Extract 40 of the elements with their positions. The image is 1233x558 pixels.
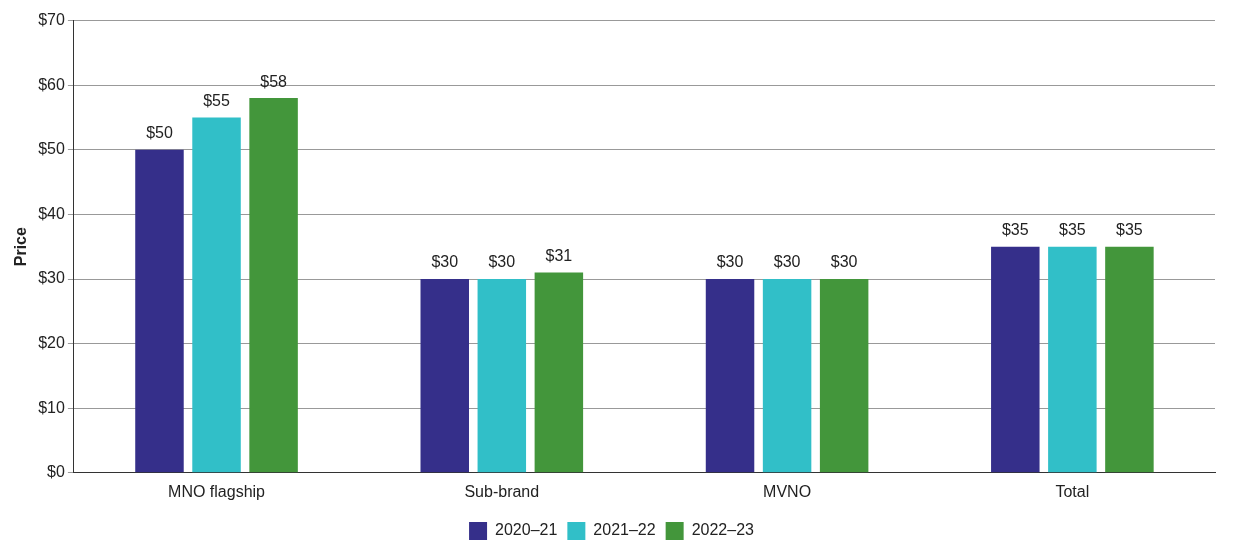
x-tick-label: MVNO (763, 482, 812, 500)
data-label: $30 (716, 253, 744, 271)
bar (819, 279, 869, 473)
bar (762, 279, 812, 473)
bar (1105, 246, 1154, 473)
bar (249, 98, 298, 473)
y-tick-label: $40 (38, 204, 65, 222)
data-label: $50 (146, 124, 173, 142)
x-tick-label: Sub-brand (464, 482, 540, 500)
y-tick-label: $0 (47, 463, 65, 481)
x-tick-label: Total (1055, 482, 1090, 500)
data-label: $35 (1001, 221, 1029, 239)
data-label: $35 (1116, 221, 1143, 239)
y-tick-label: $30 (38, 269, 65, 287)
bar (477, 279, 527, 473)
data-label: $58 (260, 72, 288, 90)
y-tick-label: $20 (38, 334, 65, 352)
legend-label: 2022–23 (691, 521, 755, 539)
y-tick-label: $60 (38, 75, 65, 93)
y-axis-title: Price (12, 227, 30, 267)
y-tick-label: $50 (38, 140, 65, 158)
bar (135, 149, 184, 473)
data-label: $30 (830, 253, 858, 271)
data-label: $30 (431, 253, 459, 271)
data-label: $55 (203, 91, 230, 109)
legend-label: 2021–22 (593, 521, 656, 539)
bar (1048, 246, 1097, 473)
bar (534, 272, 584, 473)
data-label: $30 (488, 253, 516, 271)
data-label: $30 (773, 253, 801, 271)
legend-label: 2020–21 (495, 521, 558, 539)
data-label: $35 (1059, 221, 1086, 239)
bar (705, 279, 755, 473)
x-tick-label: MNO flagship (168, 482, 266, 500)
bar (192, 117, 241, 473)
data-label: $31 (545, 246, 573, 264)
y-tick-label: $10 (38, 398, 65, 416)
bar (420, 279, 469, 473)
bar (991, 246, 1040, 473)
y-tick-label: $70 (38, 11, 65, 29)
